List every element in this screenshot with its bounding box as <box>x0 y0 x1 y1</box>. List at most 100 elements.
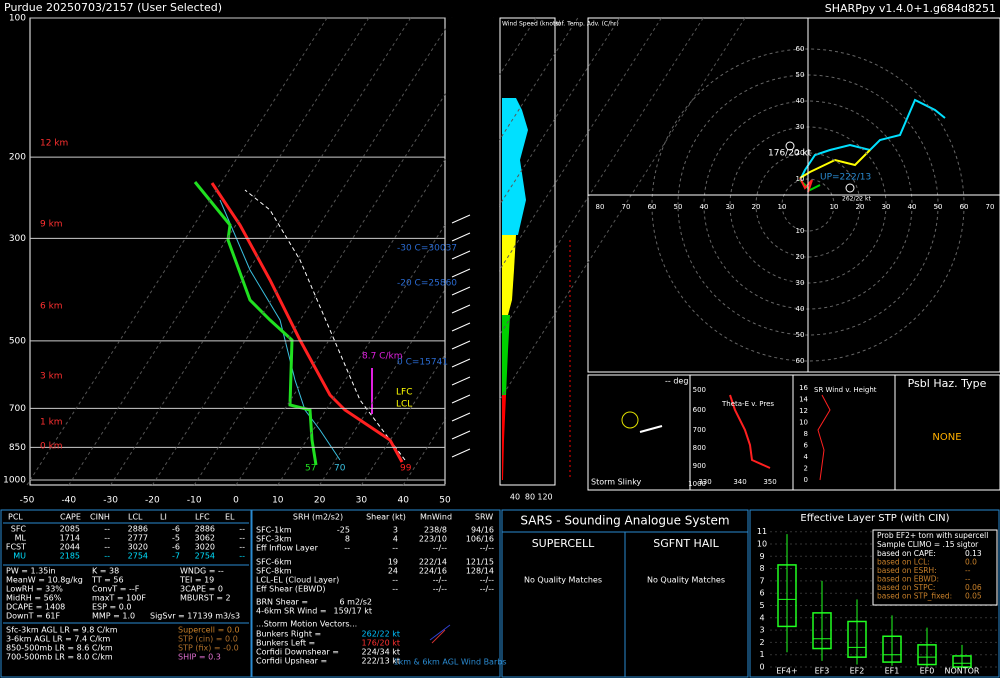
label: 222/14 <box>419 558 447 567</box>
label: 106/16 <box>466 535 494 544</box>
hodo-xlabel: 40 <box>700 203 709 211</box>
label: 1km & 6km AGL Wind Barbs <box>393 658 506 667</box>
label: 2085 <box>60 525 80 534</box>
level-label: 0 C=15741 <box>397 358 448 368</box>
label: -- <box>392 576 398 585</box>
label: Corfidi Upshear = <box>256 657 327 666</box>
label: -- <box>239 543 245 552</box>
label: based on STPC: <box>877 583 935 592</box>
sfc-label: 99 <box>400 464 412 474</box>
height-label: 12 km <box>40 139 68 149</box>
label: 3062 <box>195 534 215 543</box>
mask <box>446 18 499 485</box>
ring-label: 10 <box>796 227 805 235</box>
height-label: 3 km <box>40 372 63 382</box>
label: -- deg <box>665 377 688 386</box>
label: 14 <box>799 396 808 404</box>
box <box>812 612 832 650</box>
label: -- <box>104 543 110 552</box>
label: -- <box>239 525 245 534</box>
label: 1000 <box>688 480 706 488</box>
haz-frame <box>894 374 1000 491</box>
label: -- <box>392 585 398 594</box>
label: 223/10 <box>419 535 447 544</box>
ring-label: 30 <box>796 123 805 131</box>
pressure-label: 200 <box>9 153 26 163</box>
label: SUPERCELL <box>532 537 595 550</box>
label: 12 <box>799 407 808 415</box>
wind-barb <box>451 322 471 332</box>
box <box>882 635 902 663</box>
label: 121/15 <box>466 558 494 567</box>
barb-icon <box>429 624 451 641</box>
label: --/-- <box>433 576 447 585</box>
label: 700-500mb LR = 8.0 C/km <box>6 653 113 662</box>
label: 2886 <box>195 525 215 534</box>
kin-frame <box>251 509 501 678</box>
label: Storm Slinky <box>591 478 642 487</box>
stp-category: EF0 <box>920 667 935 676</box>
sfc-label: 57 <box>305 464 316 474</box>
label: UP=222/13 <box>820 173 871 183</box>
label: 850-500mb LR = 8.6 C/km <box>6 644 113 653</box>
label: -- <box>392 544 398 553</box>
label: ML <box>15 534 27 543</box>
label: maxT = 100F <box>92 594 146 603</box>
temp-label: 40 <box>397 496 409 506</box>
stp-category: EF1 <box>885 667 900 676</box>
wetbulb-trace <box>219 199 341 461</box>
label: -6 <box>172 525 180 534</box>
label: 2777 <box>128 534 148 543</box>
stp-ytick: 1 <box>759 650 764 659</box>
label: 0 <box>804 476 808 484</box>
label: SFC-8km <box>256 567 292 576</box>
label: TEI = 19 <box>179 576 214 585</box>
height-label: 0 km <box>40 442 63 452</box>
label: -5 <box>172 534 180 543</box>
label: Eff Inflow Layer <box>256 544 319 553</box>
height-label: 1 km <box>40 418 63 428</box>
label: NONE <box>932 432 961 443</box>
hodo-xlabel: 30 <box>726 203 735 211</box>
label: -25 <box>337 526 350 535</box>
wind-barb <box>451 250 471 260</box>
label: LCL-EL (Cloud Layer) <box>256 576 339 585</box>
stp-inset <box>872 529 998 606</box>
temp-trace <box>210 182 404 463</box>
label: 6 <box>804 442 809 450</box>
label: 3CAPE = 0 <box>180 585 223 594</box>
label: 0.0 <box>965 558 977 567</box>
temp-label: 50 <box>439 496 451 506</box>
label: -- <box>965 566 971 575</box>
label: --/-- <box>480 544 494 553</box>
label: SFC-6km <box>256 558 292 567</box>
label: -7 <box>172 552 180 561</box>
hodo-xlabel: 10 <box>830 203 839 211</box>
slinky-ring <box>621 411 639 429</box>
stp-ytick: 0 <box>759 663 764 672</box>
ring-label: 40 <box>796 97 805 105</box>
label: SigSvr = 17139 m3/s3 <box>150 612 240 621</box>
wind-barb <box>451 286 471 296</box>
label: ConvT = --F <box>92 585 140 594</box>
label: -- <box>104 525 110 534</box>
pressure-label: 500 <box>9 336 26 346</box>
label: 16 <box>799 384 808 392</box>
stp-ytick: 8 <box>759 564 764 573</box>
bunkers-left <box>785 141 795 151</box>
label: Sample CLIMO = .15 sigtor <box>877 540 979 549</box>
label: 2044 <box>60 543 80 552</box>
label: SHIP = 0.3 <box>178 653 221 662</box>
box <box>847 620 867 658</box>
label: DCAPE = 1408 <box>6 603 65 612</box>
wind-tick: 120 <box>537 493 552 502</box>
label: EL <box>225 513 235 522</box>
box <box>777 564 797 628</box>
stp-ytick: 10 <box>757 540 767 549</box>
label: 2 <box>804 465 808 473</box>
label: ESP = 0.0 <box>92 603 131 612</box>
temp-label: 10 <box>272 496 284 506</box>
window-title: Purdue 20250703/2157 (User Selected) <box>4 1 222 14</box>
label: 8 <box>345 535 350 544</box>
